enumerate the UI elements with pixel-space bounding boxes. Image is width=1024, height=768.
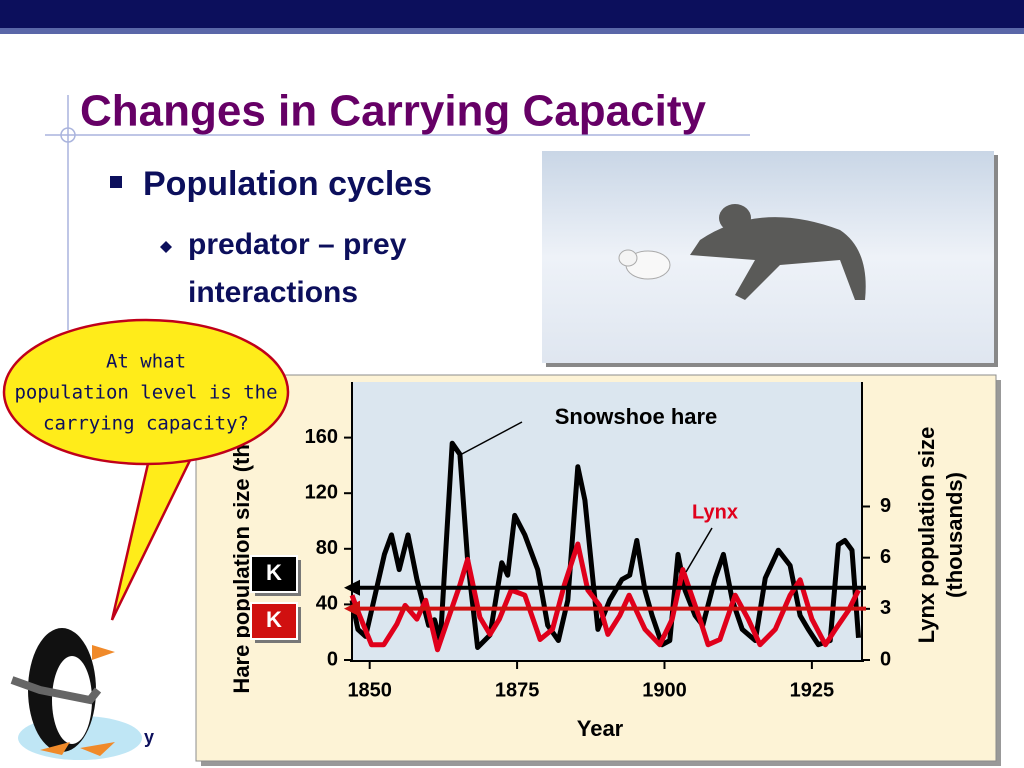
y-tick-label: 80 xyxy=(316,537,338,559)
y-tick-label: 0 xyxy=(327,648,338,670)
y-tick-label: 120 xyxy=(305,481,338,503)
x-tick-label: 1900 xyxy=(642,679,687,701)
slide-title: Changes in Carrying Capacity xyxy=(80,87,706,136)
callout-text: At what xyxy=(106,351,186,373)
plot: 1850 1875 1900 1925 0 40 80 120 160 0 3 6 9 Snowshoe … xyxy=(305,404,892,701)
x-tick-label: 1850 xyxy=(347,679,392,701)
k-label: K xyxy=(266,560,282,585)
y-tick-label: 40 xyxy=(316,593,338,615)
series-label: Lynx xyxy=(692,501,738,523)
x-tick-label: 1925 xyxy=(790,679,835,701)
lynx xyxy=(690,217,866,300)
y-tick-label: 160 xyxy=(305,426,338,448)
guide-circle xyxy=(60,127,76,143)
y2-tick-label: 0 xyxy=(880,648,891,670)
y2-tick-label: 9 xyxy=(880,495,891,517)
top-band xyxy=(0,0,1024,28)
footer: y xyxy=(144,727,154,747)
callout-text: population level is the xyxy=(14,382,277,404)
y2-axis-label: (thousands) xyxy=(942,472,967,598)
bullet: Population cycles xyxy=(143,165,432,203)
plot-area xyxy=(352,382,862,660)
callout-text: carrying capacity? xyxy=(43,413,249,435)
bullet-icon xyxy=(110,176,122,188)
sub-bullet: predator – prey interactions xyxy=(188,228,407,309)
top-stripe xyxy=(0,28,1024,34)
sub-bullet-icon xyxy=(160,241,172,253)
penguin-feet xyxy=(40,742,115,756)
y2-tick-label: 3 xyxy=(880,597,891,619)
k-arrowhead xyxy=(344,579,360,596)
x-tick-label: 1875 xyxy=(495,679,540,701)
k-box xyxy=(250,602,298,640)
penguin-beak xyxy=(92,645,115,660)
x-axis-label: Year xyxy=(577,716,624,741)
series-line xyxy=(349,541,861,653)
k-arrowhead xyxy=(344,600,360,617)
wrench xyxy=(10,676,102,705)
series-line xyxy=(349,440,861,650)
y2-axis-label: Lynx population size xyxy=(914,427,939,644)
label-pointer xyxy=(685,527,713,573)
hare-head xyxy=(618,249,638,267)
lynx-head xyxy=(719,204,751,232)
k-box xyxy=(250,555,298,593)
y2-tick-label: 6 xyxy=(880,546,891,568)
callout-tail xyxy=(110,448,198,621)
callout xyxy=(2,318,290,466)
k-label: K xyxy=(266,607,282,632)
series-label: Snowshoe hare xyxy=(555,404,718,429)
label-pointer xyxy=(459,421,523,456)
